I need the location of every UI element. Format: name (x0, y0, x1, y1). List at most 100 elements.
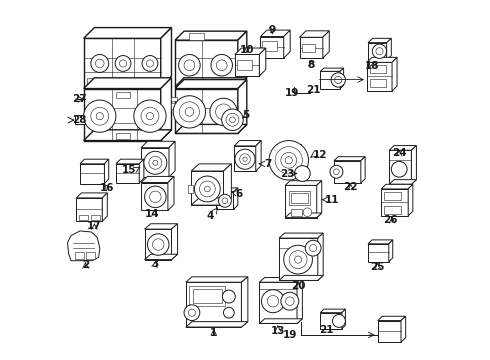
Text: 21: 21 (319, 325, 334, 335)
Text: 25: 25 (370, 262, 385, 272)
Bar (175, 89, 238, 134)
Bar (370, 79, 386, 87)
Circle shape (120, 60, 126, 67)
Polygon shape (234, 140, 261, 146)
Polygon shape (139, 159, 144, 183)
Polygon shape (68, 231, 100, 261)
Polygon shape (259, 48, 266, 76)
Text: 13: 13 (271, 325, 285, 336)
Circle shape (96, 113, 103, 120)
Circle shape (269, 140, 309, 180)
Bar (302, 44, 315, 52)
Circle shape (294, 256, 302, 263)
Bar (74, 252, 84, 259)
Circle shape (284, 245, 313, 274)
Circle shape (115, 55, 131, 71)
Polygon shape (141, 176, 174, 183)
Circle shape (184, 305, 200, 320)
Text: 4: 4 (207, 211, 214, 221)
Circle shape (179, 102, 199, 122)
Text: 10: 10 (240, 45, 254, 55)
Polygon shape (285, 181, 322, 185)
Circle shape (222, 290, 235, 303)
Circle shape (330, 165, 343, 178)
Polygon shape (216, 188, 238, 192)
Polygon shape (175, 78, 247, 87)
Polygon shape (175, 31, 247, 40)
Circle shape (145, 186, 166, 208)
Bar (234, 146, 256, 171)
Polygon shape (84, 28, 172, 39)
Polygon shape (323, 31, 329, 58)
Bar (101, 78, 114, 85)
Circle shape (331, 73, 345, 87)
Polygon shape (340, 68, 343, 89)
Polygon shape (285, 213, 322, 218)
Polygon shape (223, 164, 231, 205)
Circle shape (235, 149, 255, 169)
Bar (145, 229, 171, 260)
Circle shape (185, 108, 194, 116)
Bar (172, 103, 177, 109)
Polygon shape (186, 321, 248, 327)
Bar (226, 113, 239, 126)
Bar (80, 164, 104, 184)
Circle shape (216, 104, 231, 120)
Bar (188, 185, 193, 193)
Bar (141, 148, 169, 177)
Polygon shape (84, 78, 172, 89)
Circle shape (147, 234, 169, 255)
Bar (190, 286, 225, 306)
Polygon shape (141, 141, 175, 148)
Circle shape (204, 186, 210, 192)
Bar (141, 183, 168, 211)
Circle shape (179, 54, 200, 76)
Bar (259, 282, 297, 323)
Polygon shape (145, 224, 177, 229)
Polygon shape (168, 176, 174, 211)
Bar (237, 60, 252, 69)
Bar (298, 166, 307, 180)
Circle shape (222, 198, 228, 204)
Bar (285, 185, 317, 218)
Polygon shape (191, 164, 231, 171)
Bar (84, 39, 161, 87)
Circle shape (134, 100, 166, 132)
Polygon shape (378, 316, 406, 320)
Text: 11: 11 (324, 195, 339, 205)
Bar (186, 282, 242, 327)
Circle shape (149, 191, 161, 203)
Circle shape (230, 117, 235, 123)
Polygon shape (317, 181, 322, 218)
Circle shape (275, 147, 302, 174)
Text: 7: 7 (265, 159, 272, 169)
Circle shape (267, 296, 279, 307)
Circle shape (333, 315, 345, 327)
Polygon shape (392, 57, 397, 91)
Bar (368, 42, 387, 60)
Bar (291, 193, 308, 203)
Circle shape (281, 152, 296, 168)
Polygon shape (175, 80, 247, 89)
Text: 19: 19 (283, 330, 297, 340)
Circle shape (376, 48, 383, 55)
Text: 17: 17 (87, 221, 102, 231)
Bar (116, 134, 130, 139)
Bar (260, 37, 284, 58)
Bar (74, 116, 85, 125)
Circle shape (195, 176, 220, 202)
Polygon shape (389, 145, 416, 150)
Circle shape (372, 44, 387, 58)
Circle shape (96, 59, 104, 68)
Bar (87, 252, 96, 259)
Bar (191, 171, 223, 205)
Circle shape (226, 113, 239, 126)
Text: 14: 14 (145, 209, 160, 219)
Polygon shape (161, 78, 171, 140)
Bar (116, 92, 130, 98)
Circle shape (294, 166, 310, 181)
Text: 24: 24 (392, 148, 407, 158)
Polygon shape (318, 233, 323, 280)
Circle shape (91, 54, 109, 72)
Polygon shape (381, 184, 413, 189)
